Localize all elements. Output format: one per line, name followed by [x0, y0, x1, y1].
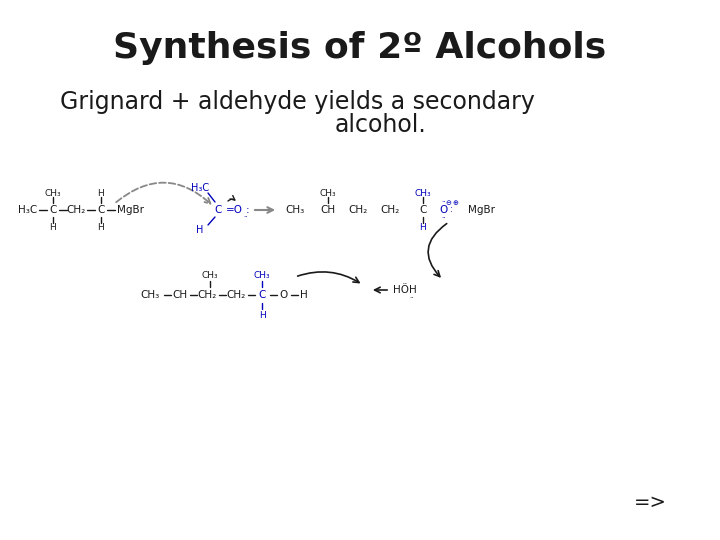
Text: CH₃: CH₃	[202, 271, 218, 280]
Text: C: C	[215, 205, 222, 215]
Text: H₃C: H₃C	[191, 183, 209, 193]
Text: H: H	[98, 188, 104, 198]
Text: CH₂: CH₂	[348, 205, 368, 215]
Text: H: H	[98, 222, 104, 232]
Text: CH₃: CH₃	[253, 271, 270, 280]
Text: CH₃: CH₃	[285, 205, 305, 215]
Text: H: H	[50, 222, 56, 232]
Text: CH₂: CH₂	[226, 290, 246, 300]
Text: H₃C: H₃C	[18, 205, 37, 215]
Text: MgBr: MgBr	[117, 205, 144, 215]
Text: ··: ··	[441, 199, 445, 205]
Text: ··: ··	[244, 214, 248, 220]
Text: =>: =>	[634, 492, 667, 511]
Text: CH₃: CH₃	[45, 188, 61, 198]
FancyArrowPatch shape	[428, 224, 446, 276]
Text: MgBr: MgBr	[468, 205, 495, 215]
Text: CH: CH	[172, 290, 188, 300]
Text: H: H	[420, 222, 426, 232]
Text: CH₂: CH₂	[197, 290, 217, 300]
FancyArrowPatch shape	[116, 183, 210, 204]
Text: C: C	[97, 205, 104, 215]
Text: CH: CH	[320, 205, 336, 215]
Text: CH₃: CH₃	[415, 188, 431, 198]
FancyArrowPatch shape	[228, 195, 235, 201]
Text: CH₂: CH₂	[380, 205, 400, 215]
Text: H: H	[300, 290, 308, 300]
Text: O: O	[280, 290, 288, 300]
Text: C: C	[258, 290, 266, 300]
Text: :: :	[246, 205, 250, 215]
Text: ··: ··	[441, 215, 445, 221]
Text: CH₃: CH₃	[320, 188, 336, 198]
Text: ⊖: ⊖	[445, 200, 451, 206]
Text: C: C	[49, 205, 57, 215]
Text: CH₂: CH₂	[66, 205, 86, 215]
Text: Synthesis of 2º Alcohols: Synthesis of 2º Alcohols	[113, 31, 607, 65]
Text: =O: =O	[225, 205, 243, 215]
Text: O: O	[439, 205, 447, 215]
Text: :: :	[449, 206, 452, 214]
Text: ⊕: ⊕	[452, 200, 458, 206]
FancyArrowPatch shape	[297, 272, 359, 282]
Text: ··: ··	[410, 295, 414, 301]
Text: C: C	[419, 205, 427, 215]
Text: alcohol.: alcohol.	[334, 113, 426, 137]
Text: HÖH: HÖH	[393, 285, 417, 295]
Text: Grignard + aldehyde yields a secondary: Grignard + aldehyde yields a secondary	[60, 90, 535, 114]
Text: H: H	[258, 310, 266, 320]
Text: H: H	[197, 225, 204, 235]
Text: CH₃: CH₃	[140, 290, 160, 300]
